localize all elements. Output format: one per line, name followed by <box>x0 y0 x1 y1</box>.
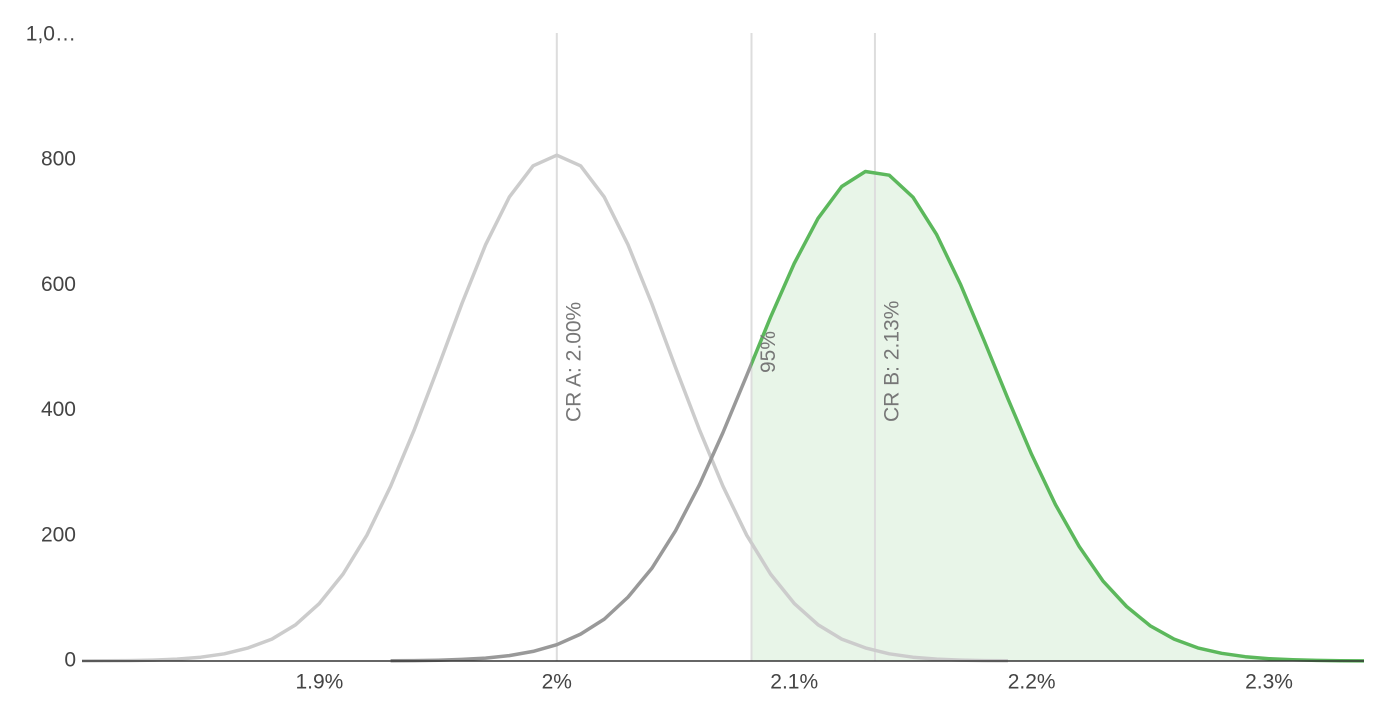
annotation-label: CR B: 2.13% <box>880 301 903 422</box>
x-tick-label: 2.3% <box>1245 671 1293 694</box>
x-tick-label: 1.9% <box>295 671 343 694</box>
y-tick-label: 800 <box>41 148 76 171</box>
y-tick-label: 1,0… <box>26 23 76 46</box>
x-tick-label: 2.1% <box>770 671 818 694</box>
x-tick-label: 2.2% <box>1008 671 1056 694</box>
x-tick-label: 2% <box>542 671 572 694</box>
y-tick-label: 600 <box>41 273 76 296</box>
y-tick-label: 400 <box>41 398 76 421</box>
line <box>81 153 1008 663</box>
y-tick-label: 200 <box>41 523 76 546</box>
annotation-label: CR A: 2.00% <box>562 302 585 422</box>
line <box>390 169 1365 663</box>
annotation-label: 95% <box>757 331 780 373</box>
area <box>751 171 1364 661</box>
y-tick-label: 0 <box>64 649 76 672</box>
